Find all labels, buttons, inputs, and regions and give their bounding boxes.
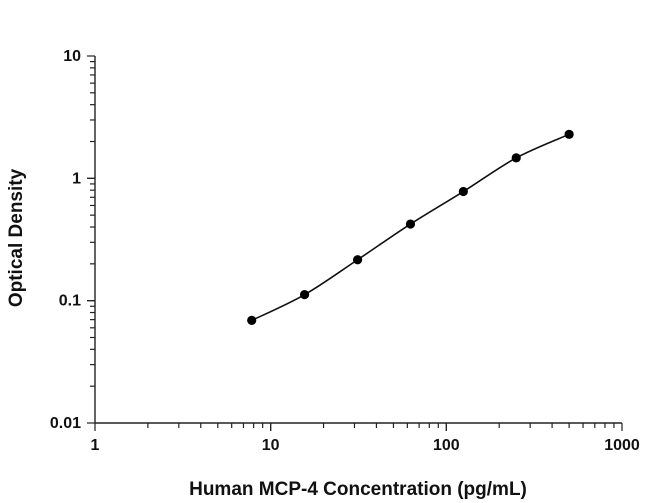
data-point (299, 290, 310, 300)
data-point (247, 315, 257, 325)
axes (94, 56, 622, 424)
y-tick-label: 0.01 (50, 415, 81, 432)
y-axis-title: Optical Density (6, 168, 27, 307)
x-axis-title: Human MCP-4 Concentration (pg/mL) (189, 479, 527, 500)
y-tick-label: 1 (72, 170, 81, 187)
data-point (458, 186, 468, 197)
tick-labels: 1 10 100 1000 10 1 0.1 0.01 (50, 48, 640, 454)
y-tick-label: 0.1 (59, 293, 81, 310)
data-point (564, 129, 574, 139)
data-point (511, 153, 521, 163)
x-tick-label: 10 (262, 437, 280, 454)
ticks (87, 55, 623, 431)
y-tick-label: 10 (63, 48, 81, 65)
x-tick-label: 1 (91, 437, 100, 454)
data-points (247, 129, 574, 325)
x-tick-label: 1000 (604, 437, 640, 454)
data-point (352, 255, 363, 265)
data-point (405, 219, 416, 229)
x-tick-label: 100 (433, 437, 460, 454)
